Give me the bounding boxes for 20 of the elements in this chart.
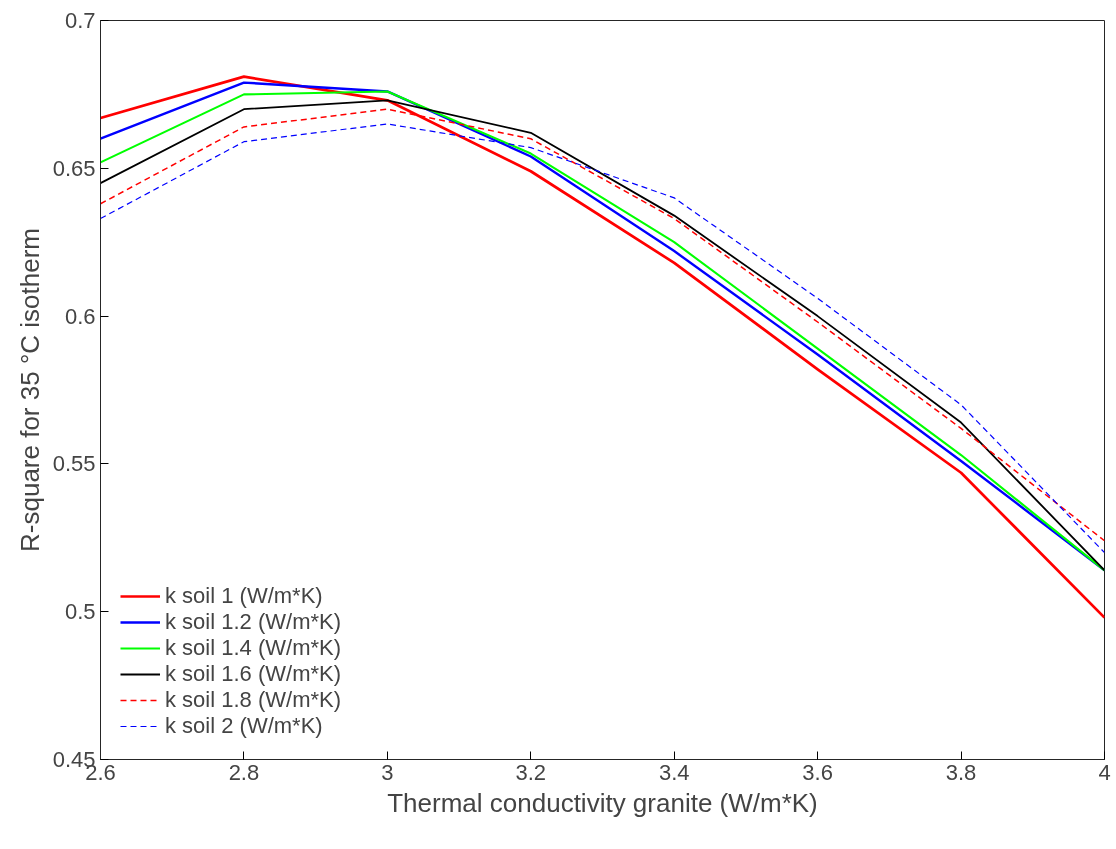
x-tick-label: 3 <box>381 759 394 785</box>
legend-label: k soil 1 (W/m*K) <box>165 583 323 609</box>
x-axis-title: Thermal conductivity granite (W/m*K) <box>387 787 818 818</box>
legend-label: k soil 1.4 (W/m*K) <box>165 635 342 661</box>
x-tick-label: 3.4 <box>658 759 690 785</box>
x-tick-label: 3.2 <box>515 759 547 785</box>
legend-label: k soil 2 (W/m*K) <box>165 713 323 739</box>
y-tick-label: 0.5 <box>64 599 96 625</box>
y-tick-label: 0.65 <box>52 155 96 181</box>
x-tick-label: 3.8 <box>945 759 977 785</box>
legend-label: k soil 1.2 (W/m*K) <box>165 609 342 635</box>
y-tick-label: 0.7 <box>64 8 96 33</box>
y-tick-label: 0.6 <box>64 303 96 329</box>
x-tick-label: 3.6 <box>802 759 833 785</box>
legend-label: k soil 1.8 (W/m*K) <box>165 687 342 713</box>
x-tick-label: 2.8 <box>228 759 260 785</box>
y-axis-title: R-square for 35 °C isotherm <box>14 228 45 552</box>
y-tick-label: 0.55 <box>52 451 96 477</box>
x-tick-label: 4 <box>1098 759 1111 785</box>
legend-label: k soil 1.6 (W/m*K) <box>165 661 342 687</box>
